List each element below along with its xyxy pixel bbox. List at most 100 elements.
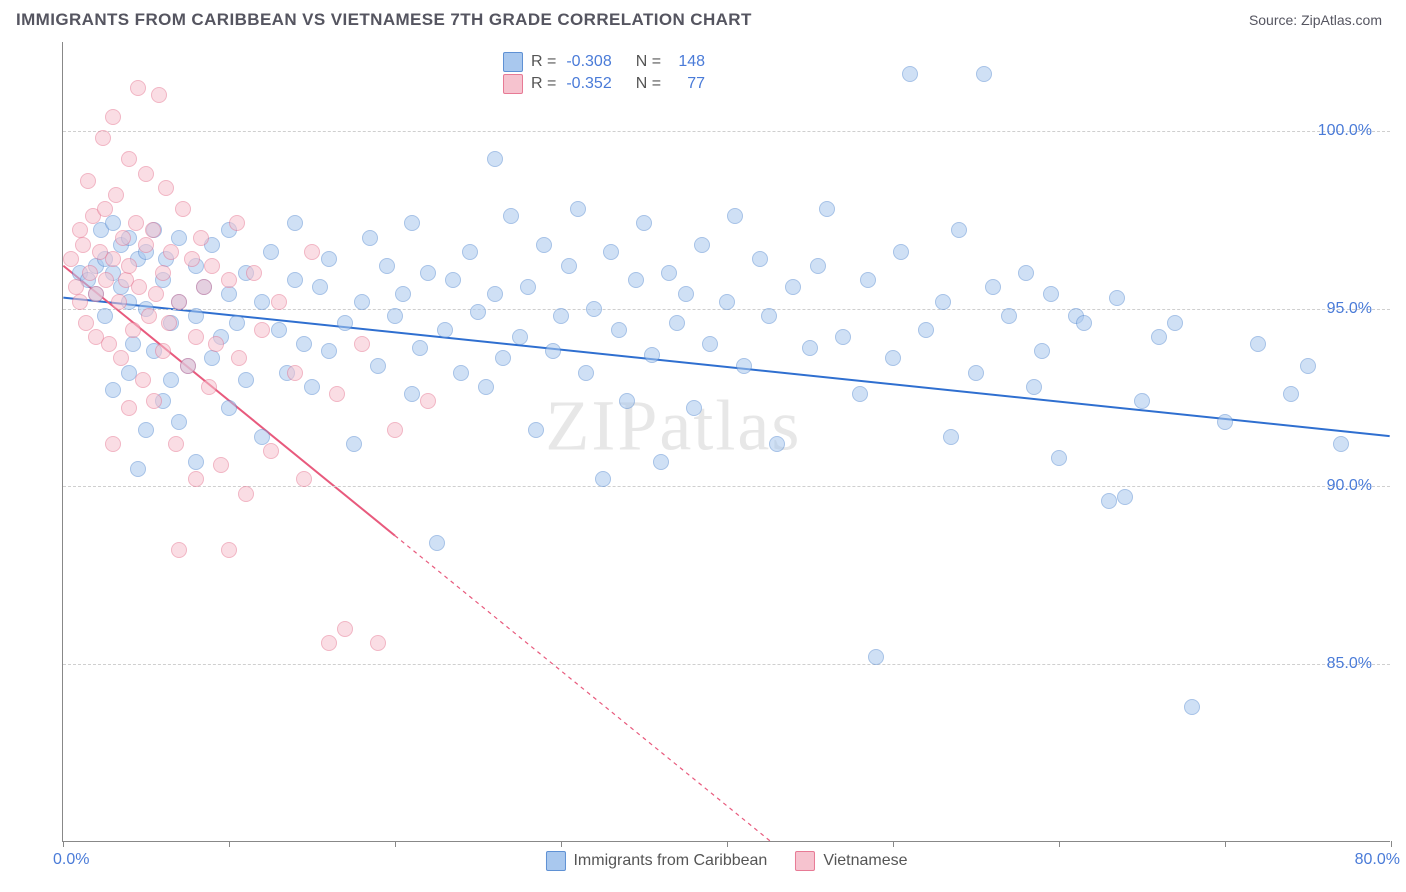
data-point bbox=[229, 315, 245, 331]
data-point bbox=[63, 251, 79, 267]
data-point bbox=[595, 471, 611, 487]
data-point bbox=[171, 414, 187, 430]
data-point bbox=[570, 201, 586, 217]
data-point bbox=[121, 400, 137, 416]
data-point bbox=[1283, 386, 1299, 402]
data-point bbox=[184, 251, 200, 267]
data-point bbox=[271, 322, 287, 338]
data-point bbox=[578, 365, 594, 381]
data-point bbox=[769, 436, 785, 452]
data-point bbox=[545, 343, 561, 359]
data-point bbox=[1051, 450, 1067, 466]
data-point bbox=[628, 272, 644, 288]
data-point bbox=[246, 265, 262, 281]
data-point bbox=[229, 215, 245, 231]
data-point bbox=[304, 244, 320, 260]
data-point bbox=[420, 265, 436, 281]
r-label: R = bbox=[531, 53, 556, 71]
data-point bbox=[287, 272, 303, 288]
data-point bbox=[603, 244, 619, 260]
data-point bbox=[462, 244, 478, 260]
data-point bbox=[208, 336, 224, 352]
data-point bbox=[151, 87, 167, 103]
data-point bbox=[478, 379, 494, 395]
data-point bbox=[145, 222, 161, 238]
data-point bbox=[951, 222, 967, 238]
data-point bbox=[935, 294, 951, 310]
legend-row: R = -0.352 N = 77 bbox=[503, 74, 705, 94]
n-label: N = bbox=[636, 53, 661, 71]
data-point bbox=[329, 386, 345, 402]
data-point bbox=[130, 80, 146, 96]
data-point bbox=[520, 279, 536, 295]
y-tick-label: 95.0% bbox=[1327, 300, 1372, 318]
data-point bbox=[221, 286, 237, 302]
data-point bbox=[1109, 290, 1125, 306]
data-point bbox=[420, 393, 436, 409]
data-point bbox=[379, 258, 395, 274]
data-point bbox=[111, 294, 127, 310]
legend-item: Vietnamese bbox=[795, 851, 907, 871]
data-point bbox=[1151, 329, 1167, 345]
data-point bbox=[835, 329, 851, 345]
data-point bbox=[943, 429, 959, 445]
data-point bbox=[337, 315, 353, 331]
r-value: -0.308 bbox=[566, 53, 611, 71]
data-point bbox=[188, 308, 204, 324]
data-point bbox=[1076, 315, 1092, 331]
data-point bbox=[370, 358, 386, 374]
data-point bbox=[387, 422, 403, 438]
x-tick bbox=[1391, 841, 1392, 847]
n-value: 77 bbox=[671, 75, 705, 93]
data-point bbox=[1001, 308, 1017, 324]
data-point bbox=[135, 372, 151, 388]
data-point bbox=[354, 294, 370, 310]
data-point bbox=[138, 237, 154, 253]
data-point bbox=[287, 215, 303, 231]
data-point bbox=[161, 315, 177, 331]
data-point bbox=[902, 66, 918, 82]
data-point bbox=[321, 343, 337, 359]
data-point bbox=[188, 471, 204, 487]
data-point bbox=[810, 258, 826, 274]
data-point bbox=[429, 535, 445, 551]
data-point bbox=[918, 322, 934, 338]
data-point bbox=[362, 230, 378, 246]
data-point bbox=[785, 279, 801, 295]
data-point bbox=[337, 621, 353, 637]
data-point bbox=[171, 542, 187, 558]
data-point bbox=[287, 365, 303, 381]
data-point bbox=[885, 350, 901, 366]
data-point bbox=[1134, 393, 1150, 409]
r-value: -0.352 bbox=[566, 75, 611, 93]
series-legend: Immigrants from Caribbean Vietnamese bbox=[545, 851, 907, 871]
data-point bbox=[727, 208, 743, 224]
data-point bbox=[669, 315, 685, 331]
data-point bbox=[1167, 315, 1183, 331]
plot-area: ZIPatlas R = -0.308 N = 148 R = -0.352 N… bbox=[62, 42, 1390, 842]
data-point bbox=[487, 286, 503, 302]
data-point bbox=[146, 393, 162, 409]
data-point bbox=[445, 272, 461, 288]
data-point bbox=[561, 258, 577, 274]
data-point bbox=[819, 201, 835, 217]
data-point bbox=[80, 173, 96, 189]
data-point bbox=[254, 322, 270, 338]
data-point bbox=[141, 308, 157, 324]
data-point bbox=[163, 372, 179, 388]
x-axis-max-label: 80.0% bbox=[1355, 851, 1400, 869]
data-point bbox=[1043, 286, 1059, 302]
data-point bbox=[125, 322, 141, 338]
data-point bbox=[694, 237, 710, 253]
data-point bbox=[1250, 336, 1266, 352]
data-point bbox=[108, 187, 124, 203]
data-point bbox=[296, 471, 312, 487]
data-point bbox=[263, 244, 279, 260]
data-point bbox=[346, 436, 362, 452]
x-tick bbox=[395, 841, 396, 847]
data-point bbox=[105, 215, 121, 231]
data-point bbox=[221, 400, 237, 416]
data-point bbox=[719, 294, 735, 310]
y-tick-label: 100.0% bbox=[1318, 122, 1372, 140]
data-point bbox=[968, 365, 984, 381]
